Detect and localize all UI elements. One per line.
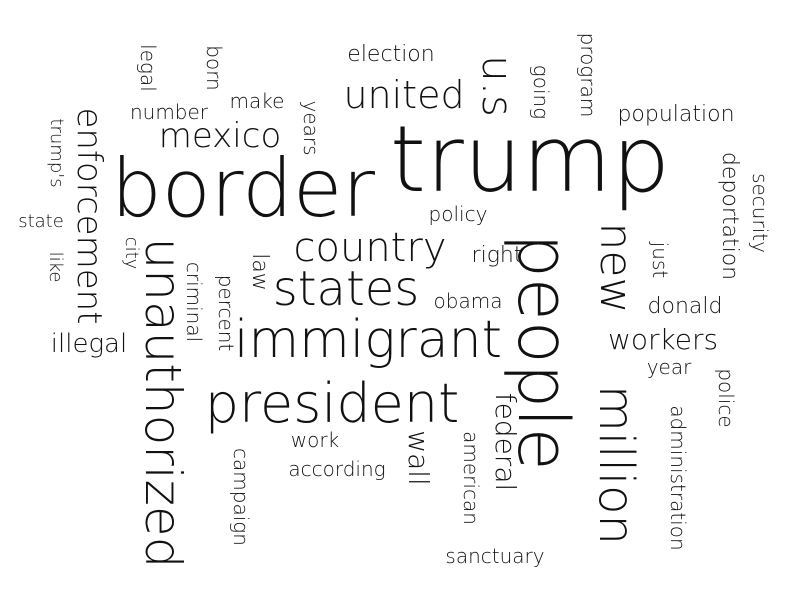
word-state: state: [18, 211, 64, 232]
word-donald: donald: [647, 294, 723, 319]
word-right: right: [471, 243, 523, 268]
word-wall: wall: [402, 430, 435, 486]
word-policy: policy: [428, 202, 488, 226]
word-number: number: [129, 100, 209, 124]
word-u-s: u.s: [473, 55, 522, 117]
word-illegal: illegal: [50, 329, 128, 359]
word-enforcement: enforcement: [69, 107, 109, 325]
word-year: year: [646, 355, 692, 379]
word-federal: federal: [489, 392, 522, 492]
word-percent: percent: [214, 274, 238, 352]
word-trump: trump: [389, 106, 671, 213]
word-states: states: [272, 261, 420, 317]
word-mexico: mexico: [158, 116, 282, 156]
word-trumps: trump's: [46, 118, 67, 188]
word-law: law: [247, 253, 272, 291]
word-born: born: [202, 45, 226, 91]
word-years: years: [299, 100, 323, 156]
word-population: population: [617, 102, 735, 127]
word-campaign: campaign: [229, 448, 253, 546]
word-obama: obama: [433, 289, 503, 313]
word-united: united: [343, 73, 465, 117]
word-program: program: [576, 32, 600, 118]
word-administration: administration: [666, 405, 690, 551]
word-security: security: [748, 173, 772, 253]
word-new: new: [590, 222, 641, 314]
word-immigrant: immigrant: [234, 310, 502, 370]
word-american: american: [459, 431, 483, 525]
word-make: make: [229, 89, 285, 113]
word-work: work: [290, 428, 340, 452]
word-workers: workers: [607, 323, 719, 356]
word-president: president: [204, 372, 460, 435]
word-election: election: [347, 42, 435, 67]
word-sanctuary: sanctuary: [445, 544, 545, 568]
word-like: like: [45, 251, 66, 283]
word-city: city: [121, 236, 142, 270]
word-unauthorized: unauthorized: [134, 237, 192, 569]
word-deportation: deportation: [717, 151, 742, 281]
word-according: according: [288, 457, 386, 481]
word-border: border: [110, 142, 376, 235]
word-legal: legal: [136, 44, 160, 92]
word-just: just: [648, 241, 672, 279]
word-country: country: [293, 225, 447, 271]
word-million: million: [588, 385, 644, 545]
word-going: going: [529, 64, 553, 120]
word-criminal: criminal: [182, 261, 206, 343]
word-police: police: [714, 368, 738, 428]
